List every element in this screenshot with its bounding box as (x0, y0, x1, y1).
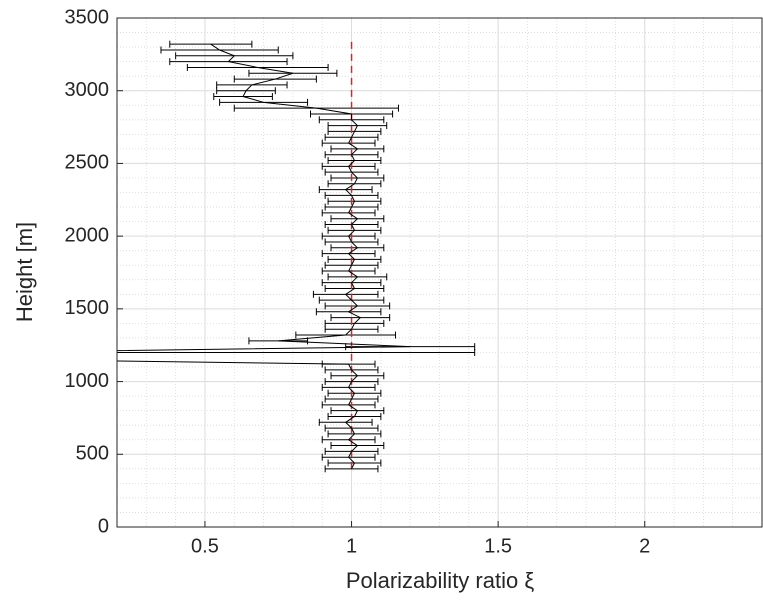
y-tick-label: 1000 (65, 370, 110, 392)
x-tick-label: 0.5 (191, 535, 219, 557)
y-tick-label: 500 (76, 443, 109, 465)
y-tick-label: 3500 (65, 6, 110, 28)
profile-line (117, 43, 411, 470)
y-tick-label: 2500 (65, 152, 110, 174)
y-tick-label: 3000 (65, 79, 110, 101)
y-tick-label: 1500 (65, 297, 110, 319)
plot-content (117, 40, 476, 473)
y-axis-label: Height [m] (12, 222, 37, 322)
y-tick-label: 2000 (65, 224, 110, 246)
y-tick-label: 0 (98, 515, 109, 537)
x-tick-label: 1.5 (484, 535, 512, 557)
x-tick-label: 2 (639, 535, 650, 557)
plot-frame (116, 17, 763, 528)
x-axis-label: Polarizability ratio ξ (346, 568, 535, 593)
x-tick-label: 1 (346, 535, 357, 557)
